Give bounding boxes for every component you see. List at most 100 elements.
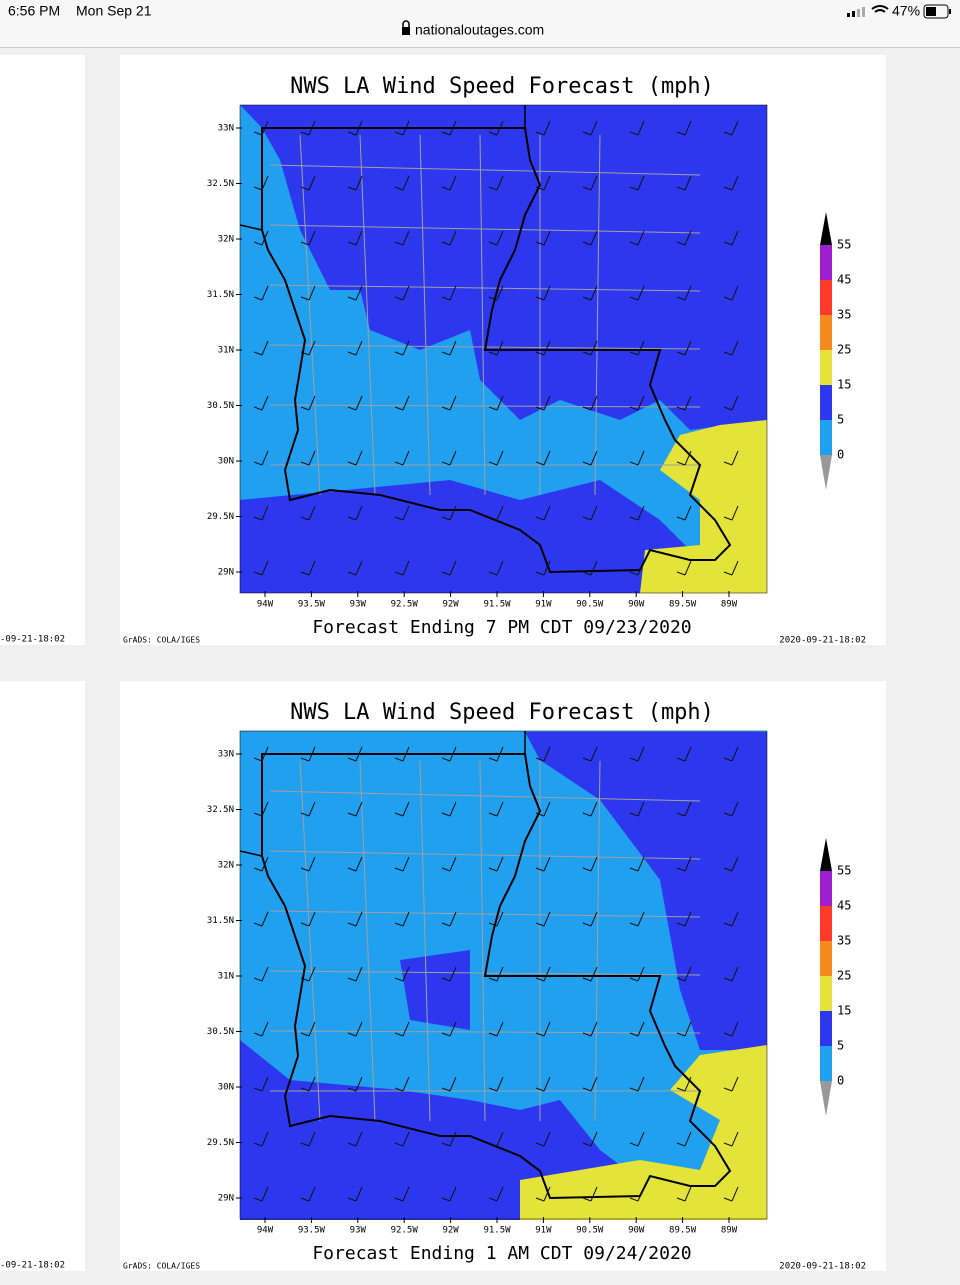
wind-barb <box>300 1131 316 1147</box>
colorbar-segment <box>820 941 832 976</box>
parish-line <box>269 850 701 860</box>
wind-barb <box>676 505 692 521</box>
lon-label: 90.5W <box>576 600 604 610</box>
wind-barb <box>253 1186 269 1202</box>
wind-barb <box>488 1186 504 1202</box>
left-timestamp: -09-21-18:02 <box>0 635 65 645</box>
wind-barb <box>676 175 692 191</box>
wind-barb <box>253 285 269 301</box>
wind-barb <box>394 505 410 521</box>
wind-barb <box>347 1131 363 1147</box>
colorbar-segment <box>820 1046 832 1081</box>
wind-barb <box>300 856 316 872</box>
parish-line <box>359 134 376 496</box>
wind-barb <box>723 856 739 872</box>
wind-barb <box>535 856 551 872</box>
wind-barb <box>582 505 598 521</box>
parish-line <box>594 134 601 496</box>
map-frame <box>239 730 768 1220</box>
credit: GrADS: COLA/IGES <box>123 636 200 645</box>
lon-label: 91.5W <box>483 600 511 610</box>
state-border <box>239 754 263 857</box>
wind-barb <box>253 395 269 411</box>
lon-label: 89W <box>721 1226 738 1236</box>
wind-barb <box>300 560 316 576</box>
lon-label: 93.5W <box>298 600 326 610</box>
lon-label: 89W <box>721 600 738 610</box>
wind-region-5-15 <box>525 732 767 1050</box>
wind-barb <box>723 966 739 982</box>
forecast-panel: -09-21-18:02 NWS LA Wind Speed Forecast (… <box>0 681 886 1272</box>
wind-barb <box>676 801 692 817</box>
wind-barb <box>394 966 410 982</box>
left-panel-edge <box>0 55 85 645</box>
wind-barb <box>535 1021 551 1037</box>
wind-barb <box>723 175 739 191</box>
wind-barb <box>535 120 551 136</box>
wind-barb <box>488 966 504 982</box>
status-date: Mon Sep 21 <box>76 3 152 19</box>
wifi-icon <box>871 5 889 13</box>
lon-label: 93W <box>350 1226 367 1236</box>
lat-label: 31N <box>218 346 234 356</box>
wind-barb <box>300 801 316 817</box>
wind-barb <box>347 395 363 411</box>
lon-label: 89.5W <box>669 1226 697 1236</box>
wind-barb <box>488 1021 504 1037</box>
wind-barb <box>723 911 739 927</box>
colorbar-label: 35 <box>837 934 851 948</box>
parish-line <box>269 164 701 176</box>
lon-label: 91W <box>535 600 552 610</box>
state-outline <box>261 753 732 1200</box>
wind-barb <box>347 120 363 136</box>
url[interactable]: nationaloutages.com <box>415 22 544 38</box>
colorbar-segment <box>820 420 832 455</box>
map-title: NWS LA Wind Speed Forecast (mph) <box>290 74 714 99</box>
wind-barb <box>676 120 692 136</box>
wind-barb <box>582 340 598 356</box>
lat-label: 30N <box>218 1083 234 1093</box>
wind-barb <box>300 230 316 246</box>
wind-barb <box>347 340 363 356</box>
lat-label: 29N <box>218 568 234 578</box>
credit: GrADS: COLA/IGES <box>123 1262 200 1271</box>
lon-label: 94W <box>257 1226 274 1236</box>
lat-label: 30.5N <box>207 401 234 411</box>
colorbar-segment <box>820 906 832 941</box>
lat-label: 31.5N <box>207 916 234 926</box>
wind-barb <box>300 746 316 762</box>
lon-label: 92.5W <box>391 600 419 610</box>
wind-barb <box>347 1021 363 1037</box>
wind-barb <box>723 395 739 411</box>
colorbar-segment <box>820 385 832 420</box>
forecast-panel: -09-21-18:02 NWS LA Wind Speed Forecast (… <box>0 55 886 646</box>
wind-barb <box>629 801 645 817</box>
wind-barb <box>300 340 316 356</box>
wind-barb <box>300 175 316 191</box>
address-bar[interactable]: nationaloutages.com <box>402 20 544 38</box>
wind-barb <box>253 746 269 762</box>
parish-line <box>269 790 701 802</box>
colorbar-label: 55 <box>837 238 851 252</box>
wind-barb <box>676 230 692 246</box>
wind-barb <box>488 560 504 576</box>
lat-label: 29N <box>218 1194 234 1204</box>
lon-label: 91.5W <box>483 1226 511 1236</box>
wind-barb <box>253 801 269 817</box>
wind-barb <box>488 746 504 762</box>
lon-label: 91W <box>535 1226 552 1236</box>
wind-barb <box>347 560 363 576</box>
wind-barb <box>629 1021 645 1037</box>
wind-barb <box>441 1076 457 1092</box>
wind-barb <box>629 966 645 982</box>
wind-barb <box>676 966 692 982</box>
lat-label: 32N <box>218 235 234 245</box>
wind-barb <box>441 801 457 817</box>
wind-barb <box>394 175 410 191</box>
wind-barb <box>253 1076 269 1092</box>
colorbar-top <box>820 838 832 871</box>
lat-label: 32.5N <box>207 179 234 189</box>
wind-barb <box>629 340 645 356</box>
wind-barb <box>347 285 363 301</box>
